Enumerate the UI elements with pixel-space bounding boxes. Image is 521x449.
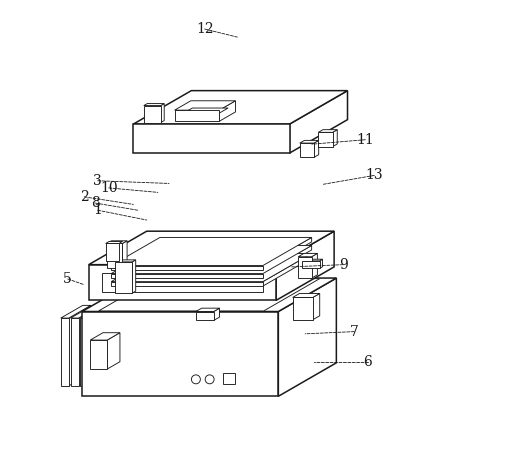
Text: 3: 3 bbox=[93, 174, 102, 188]
Polygon shape bbox=[144, 104, 164, 106]
Text: 9: 9 bbox=[339, 258, 348, 272]
Polygon shape bbox=[175, 101, 235, 110]
Polygon shape bbox=[276, 231, 334, 300]
Polygon shape bbox=[107, 241, 127, 243]
Polygon shape bbox=[160, 104, 164, 123]
Polygon shape bbox=[263, 246, 312, 278]
Polygon shape bbox=[318, 132, 332, 147]
Polygon shape bbox=[196, 312, 214, 321]
Polygon shape bbox=[298, 253, 317, 257]
Polygon shape bbox=[319, 259, 322, 269]
Polygon shape bbox=[106, 242, 122, 243]
Polygon shape bbox=[98, 305, 120, 386]
Polygon shape bbox=[263, 238, 312, 270]
Polygon shape bbox=[82, 312, 278, 396]
Polygon shape bbox=[332, 130, 337, 147]
Polygon shape bbox=[278, 278, 337, 396]
Polygon shape bbox=[298, 257, 312, 278]
Text: 6: 6 bbox=[363, 355, 372, 369]
Polygon shape bbox=[132, 260, 135, 293]
Text: 8: 8 bbox=[91, 196, 100, 210]
Polygon shape bbox=[133, 91, 348, 124]
Polygon shape bbox=[314, 141, 319, 157]
Polygon shape bbox=[318, 130, 337, 132]
Polygon shape bbox=[79, 305, 101, 386]
Polygon shape bbox=[89, 305, 110, 386]
Polygon shape bbox=[302, 259, 322, 261]
Polygon shape bbox=[196, 308, 219, 312]
Polygon shape bbox=[111, 254, 312, 282]
Polygon shape bbox=[293, 297, 313, 320]
Text: 12: 12 bbox=[196, 22, 214, 36]
Polygon shape bbox=[175, 110, 219, 121]
Polygon shape bbox=[106, 243, 119, 261]
Polygon shape bbox=[111, 273, 263, 278]
Polygon shape bbox=[70, 305, 101, 318]
Polygon shape bbox=[102, 273, 263, 292]
Polygon shape bbox=[89, 231, 334, 264]
Polygon shape bbox=[107, 243, 122, 268]
Polygon shape bbox=[90, 305, 120, 318]
Polygon shape bbox=[98, 279, 320, 311]
Polygon shape bbox=[61, 318, 69, 386]
Text: 2: 2 bbox=[80, 190, 89, 204]
Polygon shape bbox=[69, 305, 91, 386]
Polygon shape bbox=[90, 340, 107, 369]
Text: 10: 10 bbox=[100, 181, 118, 195]
Polygon shape bbox=[180, 108, 228, 115]
Polygon shape bbox=[111, 246, 312, 273]
Polygon shape bbox=[89, 264, 276, 300]
Polygon shape bbox=[107, 333, 120, 369]
Polygon shape bbox=[290, 91, 348, 153]
Text: 7: 7 bbox=[350, 325, 358, 339]
Polygon shape bbox=[312, 253, 317, 278]
Polygon shape bbox=[144, 106, 160, 123]
Polygon shape bbox=[61, 305, 91, 318]
Polygon shape bbox=[111, 238, 312, 265]
Polygon shape bbox=[80, 305, 110, 318]
Text: 5: 5 bbox=[64, 272, 72, 286]
Polygon shape bbox=[224, 373, 234, 384]
Polygon shape bbox=[133, 124, 290, 153]
Polygon shape bbox=[293, 294, 320, 297]
Polygon shape bbox=[80, 318, 89, 386]
Polygon shape bbox=[313, 294, 320, 320]
Polygon shape bbox=[115, 260, 135, 262]
Polygon shape bbox=[119, 242, 122, 261]
Polygon shape bbox=[122, 241, 127, 268]
Polygon shape bbox=[219, 101, 235, 121]
Polygon shape bbox=[115, 262, 132, 293]
Polygon shape bbox=[90, 333, 120, 340]
Polygon shape bbox=[214, 308, 219, 321]
Polygon shape bbox=[111, 265, 263, 270]
Polygon shape bbox=[300, 143, 314, 157]
Text: 11: 11 bbox=[356, 133, 374, 147]
Text: 13: 13 bbox=[365, 168, 383, 182]
Polygon shape bbox=[70, 318, 79, 386]
Polygon shape bbox=[90, 318, 98, 386]
Text: 1: 1 bbox=[93, 203, 102, 217]
Polygon shape bbox=[263, 254, 312, 286]
Polygon shape bbox=[111, 282, 263, 286]
Polygon shape bbox=[302, 261, 319, 269]
Polygon shape bbox=[300, 141, 319, 143]
Polygon shape bbox=[82, 278, 337, 312]
